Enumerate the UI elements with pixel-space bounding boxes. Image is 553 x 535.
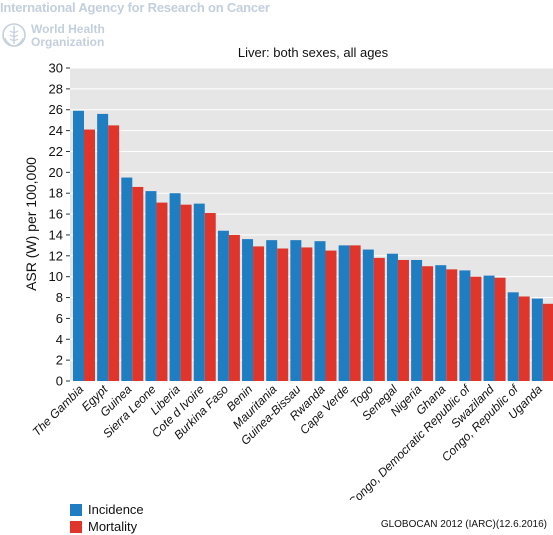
bar-incidence — [73, 110, 84, 381]
y-tick-label: 2 — [56, 353, 63, 368]
y-tick-label: 10 — [49, 269, 63, 284]
bar-mortality — [422, 266, 434, 381]
bar-chart: Liver: both sexes, all ages 024681012141… — [23, 45, 553, 500]
y-tick-label: 14 — [49, 227, 63, 242]
y-axis-label: ASR (W) per 100,000 — [23, 157, 39, 291]
bar-mortality — [397, 259, 409, 381]
source-note: GLOBOCAN 2012 (IARC)(12.6.2016) — [380, 519, 547, 530]
who-name-line2: Organization — [31, 35, 105, 49]
bar-incidence — [145, 191, 157, 381]
bar-mortality — [301, 247, 313, 381]
y-tick-label: 30 — [49, 61, 63, 76]
y-tick-label: 4 — [56, 332, 63, 347]
legend-swatch-incidence — [70, 504, 82, 516]
bar-mortality — [518, 296, 530, 381]
bar-incidence — [386, 253, 398, 381]
bar-mortality — [204, 213, 216, 381]
bar-mortality — [180, 204, 192, 381]
bar-mortality — [470, 276, 482, 381]
bar-mortality — [373, 257, 385, 381]
y-tick-label: 16 — [49, 207, 63, 222]
y-tick-label: 18 — [49, 186, 63, 201]
bar-incidence — [193, 203, 205, 381]
bar-incidence — [290, 240, 302, 381]
bar-mortality — [325, 250, 337, 381]
bar-incidence — [435, 265, 447, 381]
bar-mortality — [228, 234, 240, 381]
header: International Agency for Research on Can… — [0, 0, 553, 62]
bar-incidence — [217, 230, 229, 381]
bar-incidence — [121, 177, 133, 381]
x-tick-label: The Gambia — [30, 382, 87, 439]
bar-incidence — [169, 193, 181, 381]
legend-label-mortality: Mortality — [88, 519, 138, 534]
who-name-line1: World Health — [31, 22, 105, 36]
bar-mortality — [494, 277, 506, 381]
bar-mortality — [253, 246, 265, 381]
legend-swatch-mortality — [70, 521, 82, 533]
bar-incidence — [411, 259, 423, 381]
bar-incidence — [531, 298, 543, 381]
chart-title: Liver: both sexes, all ages — [238, 45, 389, 60]
legend-label-incidence: Incidence — [88, 502, 144, 517]
bars — [73, 110, 553, 381]
bar-mortality — [542, 303, 553, 381]
bar-incidence — [459, 270, 471, 381]
bar-incidence — [314, 241, 326, 381]
who-name: World Health Organization — [31, 23, 105, 49]
bar-incidence — [338, 245, 350, 381]
bar-incidence — [507, 292, 519, 381]
bar-incidence — [362, 249, 374, 381]
bar-mortality — [277, 248, 289, 381]
y-tick-label: 22 — [49, 144, 63, 159]
y-tick-label: 12 — [49, 248, 63, 263]
bar-mortality — [349, 245, 361, 381]
agency-name: International Agency for Research on Can… — [0, 0, 270, 15]
y-tick-label: 20 — [49, 165, 63, 180]
y-tick-label: 24 — [49, 123, 63, 138]
y-tick-label: 8 — [56, 290, 63, 305]
bar-mortality — [446, 269, 458, 381]
bar-incidence — [266, 240, 278, 381]
who-emblem-icon — [2, 23, 26, 47]
y-tick-label: 6 — [56, 311, 63, 326]
bar-mortality — [108, 125, 120, 381]
bar-mortality — [132, 186, 144, 381]
bar-mortality — [156, 202, 168, 381]
bar-incidence — [242, 239, 254, 381]
y-tick-label: 28 — [49, 81, 63, 96]
bar-incidence — [97, 113, 109, 381]
y-tick-label: 26 — [49, 102, 63, 117]
bar-mortality — [84, 129, 95, 381]
y-tick-label: 0 — [56, 374, 63, 389]
bar-incidence — [483, 275, 495, 381]
